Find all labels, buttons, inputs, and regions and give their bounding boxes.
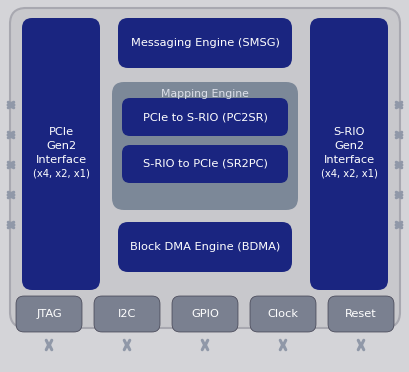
Text: Interface: Interface (35, 155, 86, 165)
FancyBboxPatch shape (118, 222, 291, 272)
FancyBboxPatch shape (327, 296, 393, 332)
Text: (x4, x2, x1): (x4, x2, x1) (320, 169, 377, 179)
Text: JTAG: JTAG (36, 309, 62, 319)
Text: S-RIO: S-RIO (333, 127, 364, 137)
Text: PCIe: PCIe (48, 127, 73, 137)
Text: (x4, x2, x1): (x4, x2, x1) (32, 169, 89, 179)
FancyBboxPatch shape (112, 82, 297, 210)
Text: Interface: Interface (323, 155, 374, 165)
Text: PCIe to S-RIO (PC2SR): PCIe to S-RIO (PC2SR) (142, 112, 267, 122)
Text: Messaging Engine (SMSG): Messaging Engine (SMSG) (130, 38, 279, 48)
Text: Gen2: Gen2 (46, 141, 76, 151)
FancyBboxPatch shape (22, 18, 100, 290)
FancyBboxPatch shape (122, 145, 287, 183)
FancyBboxPatch shape (10, 8, 399, 328)
Text: Reset: Reset (344, 309, 376, 319)
Text: Clock: Clock (267, 309, 298, 319)
Text: Block DMA Engine (BDMA): Block DMA Engine (BDMA) (130, 242, 279, 252)
Text: I2C: I2C (117, 309, 136, 319)
Text: Mapping Engine: Mapping Engine (161, 89, 248, 99)
FancyBboxPatch shape (172, 296, 237, 332)
Text: GPIO: GPIO (191, 309, 218, 319)
Text: S-RIO to PCIe (SR2PC): S-RIO to PCIe (SR2PC) (142, 159, 267, 169)
Text: Gen2: Gen2 (333, 141, 363, 151)
FancyBboxPatch shape (249, 296, 315, 332)
FancyBboxPatch shape (16, 296, 82, 332)
FancyBboxPatch shape (309, 18, 387, 290)
FancyBboxPatch shape (122, 98, 287, 136)
FancyBboxPatch shape (118, 18, 291, 68)
FancyBboxPatch shape (94, 296, 160, 332)
